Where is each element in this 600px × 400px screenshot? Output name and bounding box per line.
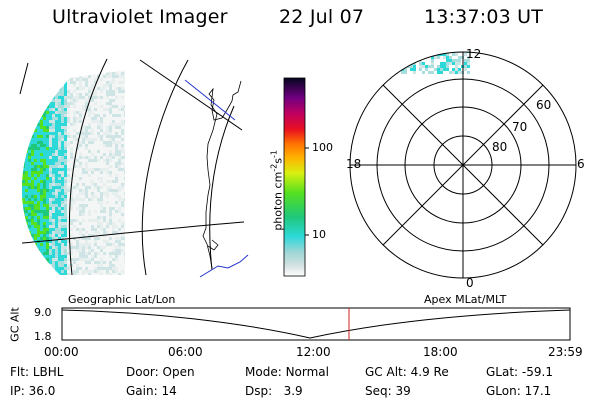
mlt-label-6: 6 [577, 157, 585, 171]
info-ip: IP: 36.0 [10, 384, 56, 398]
info-flt: Flt: LBHL [10, 365, 64, 379]
info-gc-alt: GC Alt: 4.9 Re [365, 365, 449, 379]
colorbar-tick-10: 10 [312, 228, 326, 241]
mlt-label-0: 0 [466, 276, 474, 290]
time-label: 13:37:03 UT [424, 6, 544, 28]
x-tick-1200: 12:00 [296, 345, 331, 359]
colorbar-tick-100: 100 [312, 141, 333, 154]
page-title: Ultraviolet Imager [52, 6, 228, 28]
coastline [202, 80, 242, 269]
x-tick-0600: 06:00 [168, 345, 203, 359]
timeline-y-tick-min: 1.8 [34, 330, 52, 343]
info-door: Door: Open [126, 365, 195, 379]
timeline-y-tick-max: 9.0 [34, 306, 52, 319]
info-mode: Mode: Normal [245, 365, 329, 379]
info-seq: Seq: 39 [365, 384, 411, 398]
date-label: 22 Jul 07 [279, 6, 365, 28]
info-dsp: Dsp: 3.9 [245, 384, 303, 398]
lat-label-60: 60 [536, 98, 552, 112]
mlt-label-18: 18 [346, 157, 362, 171]
altitude-curve [61, 309, 571, 339]
colorbar [283, 77, 309, 277]
apex-label: Apex MLat/MLT [424, 293, 507, 306]
x-tick-2359: 23:59 [548, 345, 583, 359]
geo-latlon-label: Geographic Lat/Lon [68, 293, 176, 306]
lat-label-70: 70 [512, 120, 528, 134]
timeline-frame [61, 307, 571, 341]
lat-label-80: 80 [492, 140, 508, 154]
mlt-label-12: 12 [466, 47, 482, 61]
info-glat: GLat: -59.1 [486, 365, 553, 379]
blue-track [184, 79, 249, 278]
x-tick-0000: 00:00 [44, 345, 79, 359]
info-gain: Gain: 14 [126, 384, 177, 398]
x-tick-1800: 18:00 [423, 345, 458, 359]
info-glon: GLon: 17.1 [486, 384, 552, 398]
